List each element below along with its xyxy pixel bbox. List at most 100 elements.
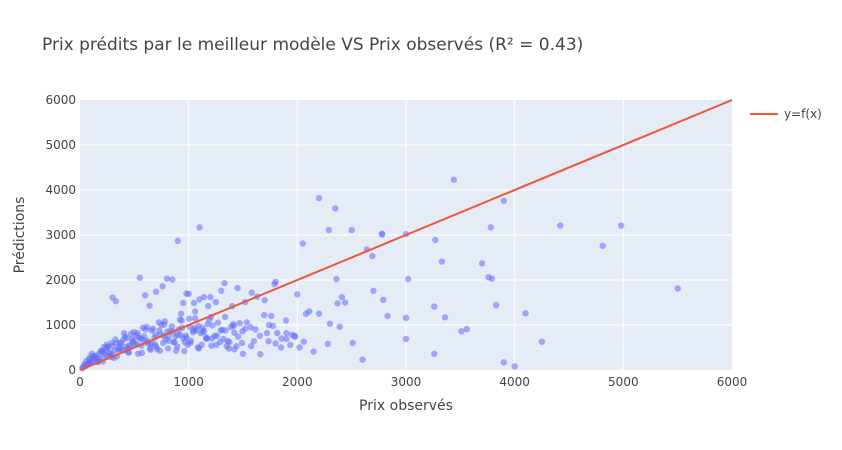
y-tick-label: 0: [68, 363, 76, 377]
scatter-point: [379, 296, 387, 303]
scatter-point: [402, 335, 410, 343]
scatter-point: [209, 322, 216, 329]
scatter-point: [130, 329, 137, 336]
scatter-point: [136, 274, 143, 281]
scatter-point: [369, 252, 376, 260]
scatter-point: [186, 315, 193, 322]
scatter-point: [315, 194, 323, 202]
scatter-point: [458, 328, 465, 335]
scatter-point: [243, 319, 251, 326]
scatter-point: [178, 317, 185, 324]
scatter-point: [431, 303, 438, 310]
scatter-point: [261, 297, 268, 304]
scatter-point: [432, 236, 439, 244]
scatter-point: [217, 327, 224, 334]
scatter-point: [441, 314, 449, 321]
x-tick-label: 0: [76, 375, 84, 389]
scatter-point: [247, 324, 254, 331]
scatter-point: [230, 322, 237, 330]
scatter-point: [287, 341, 294, 348]
scatter-point: [263, 329, 271, 337]
scatter-point: [142, 292, 149, 299]
scatter-point: [239, 350, 247, 357]
scatter-point: [156, 347, 164, 354]
scatter-point: [177, 310, 185, 317]
scatter-point: [233, 342, 240, 350]
scatter-point: [338, 293, 346, 301]
scatter-point: [113, 339, 120, 347]
scatter-point: [121, 333, 129, 340]
y-tick-label: 6000: [45, 93, 76, 107]
scatter-point: [348, 226, 355, 234]
scatter-point: [221, 313, 229, 321]
scatter-point: [256, 332, 264, 339]
scatter-point: [370, 287, 377, 294]
scatter-point: [203, 334, 210, 341]
x-tick-label: 3000: [391, 375, 422, 389]
scatter-point: [182, 332, 190, 339]
scatter-point: [500, 359, 507, 366]
scatter-point: [174, 343, 181, 350]
scatter-point: [291, 332, 298, 339]
scatter-point: [265, 338, 272, 345]
scatter-point: [302, 310, 310, 317]
scatter-point: [359, 356, 366, 363]
scatter-point: [238, 339, 246, 347]
scatter-point: [236, 320, 243, 327]
scatter-point: [271, 280, 278, 288]
scatter-point: [283, 335, 290, 343]
scatter-point: [402, 314, 410, 321]
scatter-point: [177, 331, 184, 339]
scatter-point: [310, 348, 317, 355]
scatter-point: [200, 293, 208, 301]
scatter-point: [234, 333, 242, 340]
scatter-point: [126, 342, 133, 349]
scatter-point: [438, 258, 446, 265]
scatter-point: [181, 347, 188, 355]
scatter-point: [599, 242, 606, 249]
scatter-point: [269, 322, 277, 330]
y-tick-label: 2000: [45, 273, 76, 287]
scatter-point: [117, 345, 124, 353]
scatter-point: [239, 328, 246, 335]
scatter-point: [214, 319, 222, 326]
scatter-point: [349, 339, 356, 347]
scatter-point: [324, 340, 331, 348]
x-tick-label: 4000: [499, 375, 530, 389]
scatter-point: [208, 335, 216, 342]
scatter-point: [332, 205, 339, 212]
scatter-point: [252, 326, 259, 333]
scatter-point: [139, 336, 146, 343]
scatter-point: [248, 289, 255, 296]
scatter-point: [557, 222, 564, 229]
scatter-point: [181, 338, 189, 346]
scatter-point: [159, 283, 166, 290]
scatter-point: [282, 317, 290, 324]
scatter-point: [378, 230, 386, 237]
scatter-point: [617, 222, 625, 229]
legend-item-label: y=f(x): [784, 107, 822, 121]
scatter-point: [334, 300, 341, 307]
scatter-point: [326, 320, 334, 327]
legend[interactable]: y=f(x): [750, 107, 822, 121]
scatter-point: [152, 288, 160, 295]
scatter-point: [234, 284, 241, 292]
scatter-point: [500, 197, 507, 204]
scatter-point: [152, 331, 159, 339]
scatter-point: [225, 345, 233, 352]
tick-labels: 0 1000 2000 3000 4000 5000 6000 0 1000 2000 3000 40…: [45, 93, 747, 389]
scatter-point: [205, 302, 212, 310]
y-tick-label: 4000: [45, 183, 76, 197]
scatter-point: [159, 339, 167, 347]
scatter-point: [213, 341, 220, 348]
scatter-point: [161, 321, 168, 328]
scatter-point: [294, 291, 301, 298]
scatter-point: [274, 329, 281, 337]
x-axis-title: Prix observés: [359, 398, 453, 414]
scatter-point: [169, 276, 176, 283]
scatter-point: [221, 279, 228, 287]
chart-title: Prix prédits par le meilleur modèle VS P…: [42, 35, 583, 55]
scatter-point: [487, 224, 494, 231]
scatter-point: [174, 237, 181, 245]
